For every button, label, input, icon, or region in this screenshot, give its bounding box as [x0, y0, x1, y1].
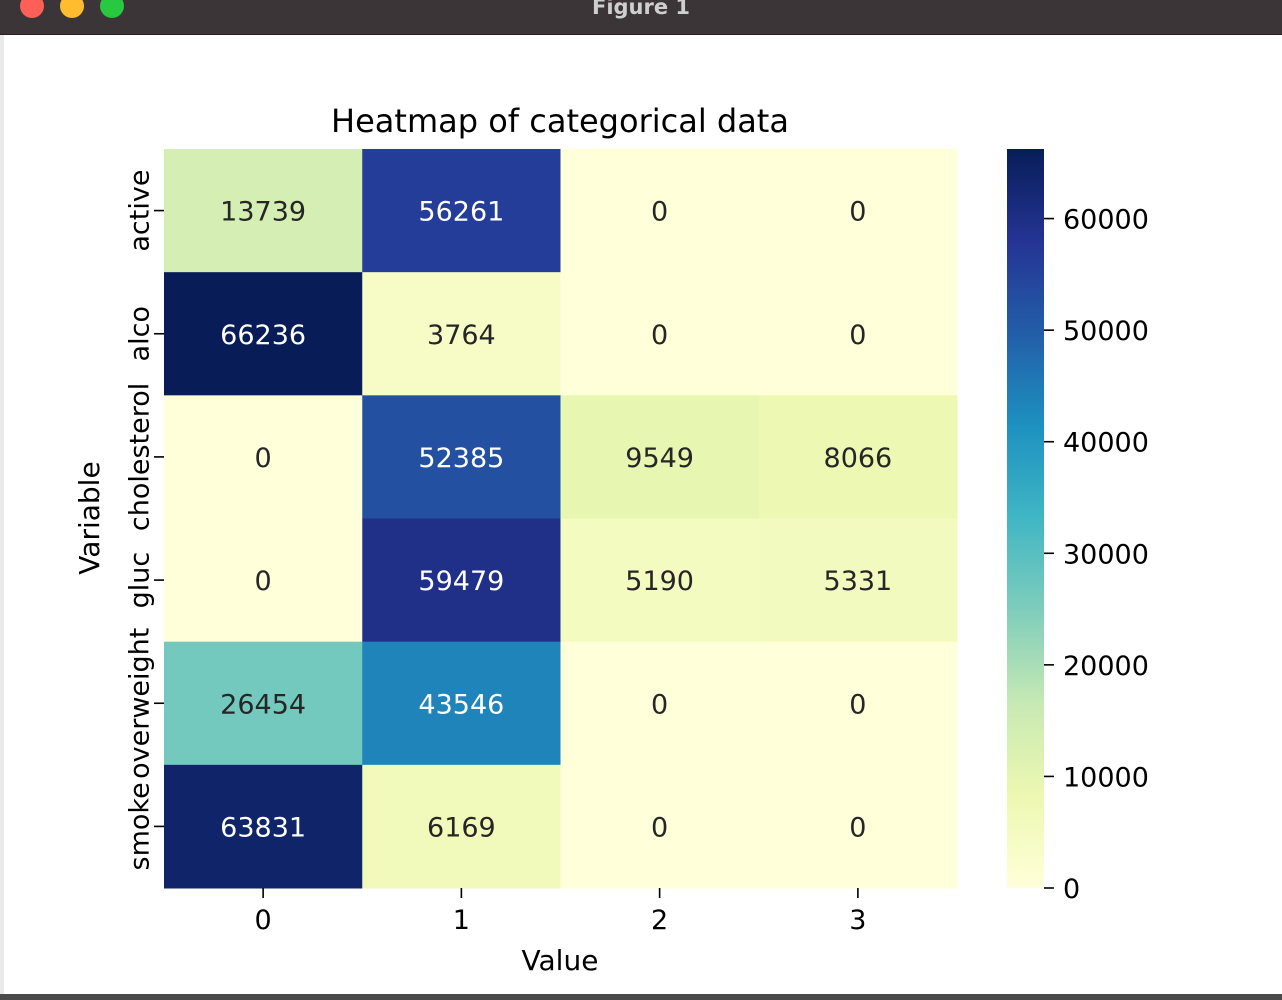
heatmap-cell [362, 149, 561, 273]
cell-annotation: 26454 [220, 689, 306, 720]
cell-annotation: 56261 [418, 197, 504, 228]
x-tick-label: 0 [255, 905, 272, 936]
y-tick-label: cholesterol [125, 383, 156, 531]
heatmap-cell [560, 395, 760, 519]
cell-annotation: 0 [849, 197, 866, 228]
heatmap-cell [758, 641, 958, 766]
heatmap-cell [362, 518, 561, 643]
heatmap-cell [362, 272, 561, 396]
colorbar-tick-label: 60000 [1063, 205, 1149, 236]
cell-annotations: 13739 56261 0 0 66236 3764 0 0 0 52385 9549 8066 0 59… [220, 197, 892, 844]
zoom-window-button[interactable] [100, 0, 124, 18]
cell-annotation: 5331 [824, 566, 893, 597]
heatmap-cell [560, 641, 760, 766]
heatmap-cell [560, 764, 760, 889]
y-tick-label: smoke [125, 782, 156, 870]
heatmap-cell [164, 764, 363, 889]
cell-annotation: 0 [255, 566, 272, 597]
y-tick-label: active [125, 170, 156, 252]
y-tick-label: gluc [125, 552, 156, 609]
x-axis: 0 1 2 3 [255, 888, 866, 936]
cell-annotation: 0 [651, 320, 668, 351]
minimize-window-button[interactable] [60, 0, 84, 18]
window-titlebar: Figure 1 [0, 0, 1282, 35]
heatmap-cell [560, 149, 760, 273]
colorbar-ticks: 0 10000 20000 30000 40000 50000 60000 [1044, 205, 1149, 905]
cell-annotation: 0 [651, 197, 668, 228]
heatmap-cell [362, 764, 561, 889]
colorbar-tick-label: 10000 [1063, 762, 1149, 793]
colorbar-tick-label: 30000 [1063, 539, 1149, 570]
colorbar-tick-label: 20000 [1063, 651, 1149, 682]
cell-annotation: 8066 [824, 443, 893, 474]
heatmap-cell [362, 641, 561, 766]
close-window-button[interactable] [20, 0, 44, 18]
y-tick-label: overweight [125, 628, 156, 779]
y-axis-label: Variable [73, 461, 106, 574]
y-tick-label: alco [125, 306, 156, 361]
cell-annotation: 9549 [625, 443, 694, 474]
x-tick-label: 3 [849, 905, 866, 936]
cell-annotation: 0 [255, 443, 272, 474]
cell-annotation: 0 [849, 320, 866, 351]
cell-annotation: 43546 [418, 689, 504, 720]
cell-annotation: 59479 [418, 566, 504, 597]
x-axis-label: Value [522, 944, 599, 977]
colorbar-tick-label: 50000 [1063, 316, 1149, 347]
cell-annotation: 13739 [220, 197, 306, 228]
heatmap-cell [758, 149, 958, 273]
heatmap-cell [758, 764, 958, 889]
cell-annotation: 3764 [427, 320, 496, 351]
cell-annotation: 5190 [625, 566, 694, 597]
window-bottom-edge [0, 994, 1282, 1000]
cell-annotation: 0 [849, 689, 866, 720]
x-tick-label: 1 [453, 905, 470, 936]
cell-annotation: 0 [651, 812, 668, 843]
cell-annotation: 52385 [418, 443, 504, 474]
heatmap-cell [758, 272, 958, 396]
cell-annotation: 0 [849, 812, 866, 843]
heatmap-cell [164, 149, 363, 273]
cell-annotation: 6169 [427, 812, 496, 843]
heatmap-cell [758, 518, 958, 643]
cell-annotation: 63831 [220, 812, 306, 843]
heatmap-cell [164, 395, 363, 519]
heatmap-cell [758, 395, 958, 519]
colorbar [1007, 149, 1044, 888]
heatmap-cells [164, 149, 958, 889]
heatmap-cell [560, 272, 760, 396]
window-left-edge [0, 35, 4, 995]
heatmap-cell [560, 518, 760, 643]
heatmap-cell [164, 518, 363, 643]
heatmap-cell [164, 641, 363, 766]
colorbar-tick-label: 0 [1063, 874, 1080, 905]
window-title: Figure 1 [591, 0, 691, 19]
cell-annotation: 0 [651, 689, 668, 720]
colorbar-tick-label: 40000 [1063, 428, 1149, 459]
chart-title: Heatmap of categorical data [331, 102, 789, 140]
heatmap-cell [362, 395, 561, 519]
x-tick-label: 2 [651, 905, 668, 936]
cell-annotation: 66236 [220, 320, 306, 351]
heatmap-cell [164, 272, 363, 396]
